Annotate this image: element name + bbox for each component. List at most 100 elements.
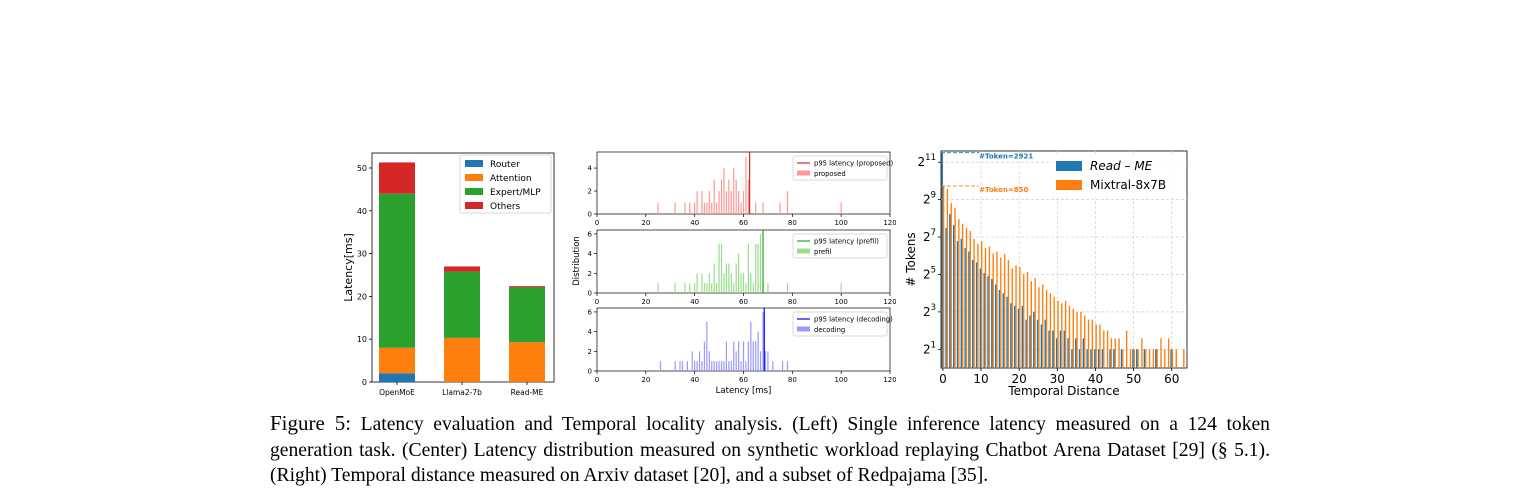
bar-read-me: [1170, 349, 1172, 368]
histogram-bar: [762, 311, 764, 371]
bar-mixtral: [1106, 330, 1109, 368]
x-tick-label: 60: [739, 376, 748, 384]
histogram-bar: [694, 283, 696, 293]
histogram-bar: [757, 243, 759, 293]
legend-swatch: [465, 174, 483, 181]
histogram-bar: [718, 243, 720, 293]
bar-read-me: [1136, 349, 1138, 368]
bar-mixtral: [950, 203, 952, 368]
histogram-bar: [684, 202, 686, 214]
histogram-bar: [694, 361, 696, 371]
bar-read-me: [979, 268, 982, 368]
histogram-bar: [733, 341, 735, 371]
x-tick-label: 120: [883, 298, 896, 306]
x-tick-label: 40: [1088, 372, 1103, 386]
histogram-bar: [735, 263, 737, 293]
bar-mixtral: [1072, 308, 1074, 368]
bar-read-me: [1052, 330, 1054, 368]
bar-read-me: [1090, 349, 1092, 368]
annotation-label: #Token=850: [979, 186, 1028, 194]
bar-read-me: [1017, 308, 1020, 368]
y-tick-label: 40: [357, 207, 367, 216]
histogram-bar: [674, 202, 676, 214]
bar-segment-expert-mlp: [379, 193, 415, 348]
histogram-bar: [679, 361, 681, 371]
histogram-bar: [659, 361, 662, 371]
latency-breakdown-chart: 0 10 20 30 40 50 OpenMoE Llama2-7b Read-ME Latenc…: [330, 148, 560, 404]
bar-mixtral: [942, 185, 945, 368]
bar-mixtral: [1145, 349, 1147, 368]
bar-read-me: [1010, 303, 1012, 368]
histogram-bar: [742, 273, 745, 293]
histogram-bar: [742, 191, 745, 214]
legend-swatch: [797, 170, 810, 176]
legend-swatch: [797, 248, 810, 254]
histogram-bar: [733, 168, 735, 214]
y-tick-base: 2: [923, 305, 931, 319]
histogram-bar: [725, 341, 728, 371]
y-tick-label: 29: [923, 191, 936, 207]
bar-mixtral: [1183, 349, 1185, 368]
bar-mixtral: [1118, 338, 1120, 368]
bar-read-me: [1113, 349, 1115, 368]
y-tick-label: 6: [588, 308, 593, 316]
x-tick-label: 20: [1012, 372, 1027, 386]
histogram-bar: [706, 283, 708, 293]
bar-mixtral: [1015, 265, 1017, 368]
bar-read-me: [983, 272, 985, 368]
histogram-bar: [723, 168, 725, 214]
bar-mixtral: [1099, 324, 1101, 368]
bar-read-me: [1025, 319, 1027, 368]
legend-label: p95 latency (proposed): [814, 160, 894, 168]
histogram-bar: [708, 351, 710, 371]
histogram-bar: [691, 351, 693, 371]
bar-mixtral: [1023, 274, 1025, 368]
histogram-bar: [755, 202, 757, 214]
histogram-bar: [725, 191, 728, 214]
bar-mixtral: [984, 248, 987, 368]
x-tick-label: 100: [834, 298, 847, 306]
y-tick-base: 2: [918, 155, 926, 169]
bar-mixtral: [1141, 338, 1143, 368]
bar-read-me: [1059, 330, 1062, 368]
bar-read-me: [972, 259, 974, 368]
histogram-bar: [698, 351, 701, 371]
x-tick-label: 20: [641, 376, 650, 384]
histogram-bar: [757, 331, 759, 371]
histogram-bar: [694, 202, 696, 214]
bar-read-me: [1155, 349, 1157, 368]
histogram-bar: [703, 202, 706, 214]
histogram-bar: [786, 191, 789, 214]
histogram-bar: [779, 202, 781, 214]
temporal-distance-chart: #Token=2921 #Token=850 0 10 20 30 40 50 60 21 23 25…: [902, 146, 1192, 402]
histogram-bar: [755, 341, 757, 371]
histogram-bar: [703, 341, 706, 371]
bar-mixtral: [1049, 293, 1052, 368]
histogram-bar: [728, 361, 730, 371]
legend-swatch: [465, 160, 483, 167]
y-tick-label: 10: [357, 335, 367, 344]
x-axis-label: Temporal Distance: [1007, 384, 1119, 398]
legend-box: [459, 154, 552, 214]
x-tick-label: 10: [973, 372, 988, 386]
histogram-bar: [762, 202, 764, 214]
legend-swatch: [1056, 180, 1082, 190]
bar-read-me: [1082, 338, 1085, 368]
bar-mixtral: [973, 238, 975, 368]
bar-mixtral: [1164, 349, 1166, 368]
bar-mixtral: [1076, 311, 1078, 368]
x-tick-label: 30: [1050, 372, 1065, 386]
annotation-label: #Token=2921: [979, 153, 1033, 161]
bar-mixtral: [1026, 272, 1029, 368]
legend-label: p95 latency (prefil): [814, 238, 879, 246]
y-tick-label: 21: [923, 340, 936, 356]
y-tick-exponent: 7: [931, 228, 936, 238]
bar-segment-attention: [444, 337, 480, 382]
legend-label: Mixtral-8x7B: [1090, 178, 1166, 192]
bar-read-me: [1002, 293, 1004, 368]
histogram-bar: [657, 283, 659, 293]
x-tick-label: 60: [1164, 372, 1179, 386]
histogram-bar: [713, 361, 715, 371]
y-tick-base: 2: [923, 267, 931, 281]
legend-label: decoding: [814, 326, 845, 334]
